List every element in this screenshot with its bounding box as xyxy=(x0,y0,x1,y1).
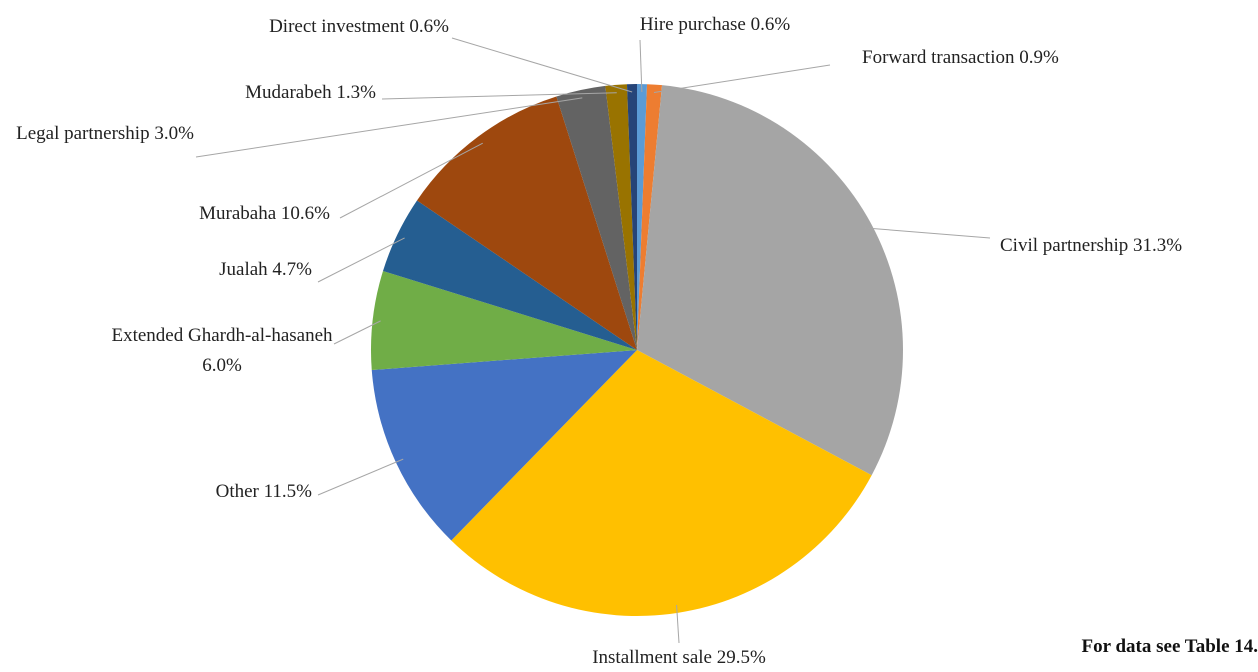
pie-slice xyxy=(556,85,637,351)
pie-slice xyxy=(371,350,637,541)
slice-label: Hire purchase 0.6% xyxy=(615,13,815,37)
leader-line xyxy=(653,64,831,94)
value-label: 6.0% xyxy=(202,355,242,376)
value-label: 1.3% xyxy=(336,82,376,103)
value-label: 0.6% xyxy=(750,14,791,35)
pie-slice xyxy=(637,85,903,476)
category-name: Hire purchase xyxy=(639,14,746,35)
pie-slice xyxy=(637,84,648,350)
pie-slice xyxy=(626,84,637,350)
value-label: 11.5% xyxy=(263,481,312,502)
category-name: Installment sale xyxy=(592,647,712,668)
category-name: Other xyxy=(215,481,259,502)
leader-line xyxy=(451,37,633,93)
value-label: 10.6% xyxy=(280,203,330,224)
pie-slice xyxy=(371,270,637,371)
slice-label: Extended Ghardh-al-hasaneh 6.0% xyxy=(97,321,347,381)
leader-line xyxy=(195,97,583,158)
note: For data see Table 14. xyxy=(1081,636,1258,657)
value-label: 31.3% xyxy=(1132,235,1183,256)
slice-label: Direct investment 0.6% xyxy=(269,15,449,39)
pie-slice xyxy=(416,96,637,350)
leader-line xyxy=(381,92,617,100)
category-name: Forward transaction xyxy=(862,47,1015,68)
pie-slice xyxy=(637,84,663,351)
slice-label: Civil partnership 31.3% xyxy=(1000,234,1182,258)
slice-label: Installment sale 29.5% xyxy=(529,646,829,670)
leader-line xyxy=(317,458,404,496)
slice-label: Legal partnership 3.0% xyxy=(5,119,205,149)
category-name: Direct investment xyxy=(269,16,405,37)
value-label: 0.9% xyxy=(1019,47,1059,68)
category-name: Civil partnership xyxy=(1000,235,1129,256)
value-label: 29.5% xyxy=(716,647,766,668)
category-name: Jualah xyxy=(219,259,268,280)
category-name: Extended Ghardh-al-hasaneh xyxy=(111,325,333,346)
pie-slice xyxy=(451,350,872,616)
value-label: 3.0% xyxy=(154,123,194,144)
category-name: Mudarabeh xyxy=(245,82,332,103)
leader-line xyxy=(333,320,381,345)
value-label: 0.6% xyxy=(409,16,449,37)
pie-slice xyxy=(383,200,637,350)
category-name: Legal partnership xyxy=(16,123,150,144)
value-label: 4.7% xyxy=(272,259,312,280)
slice-label: Murabaha 10.6% xyxy=(199,202,330,226)
pie-slice xyxy=(605,84,637,351)
leader-line xyxy=(339,142,483,219)
leader-line xyxy=(639,39,643,93)
leader-line xyxy=(317,237,405,283)
slice-label: Jualah 4.7% xyxy=(219,258,312,282)
category-name: Murabaha xyxy=(199,203,277,224)
leader-line xyxy=(864,227,991,239)
slice-label: Other 11.5% xyxy=(216,480,312,504)
slice-label: Forward transaction 0.9% xyxy=(862,46,1059,70)
slice-label: Mudarabeh 1.3% xyxy=(245,81,376,105)
leader-line xyxy=(676,604,680,644)
